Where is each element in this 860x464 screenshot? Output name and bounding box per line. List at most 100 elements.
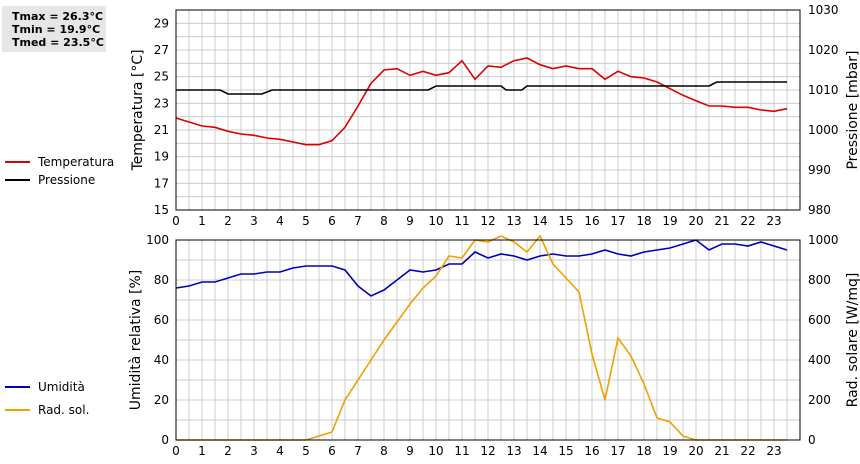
- bottom-xtick-label: 3: [250, 444, 258, 458]
- bottom-xtick-label: 13: [506, 444, 521, 458]
- top-ytick-left-label: 29: [154, 16, 169, 30]
- bottom-series-umidit-: [175, 239, 788, 297]
- bottom-series: [175, 234, 788, 441]
- top-legend-label: Temperatura: [37, 155, 114, 169]
- top-ytick-left-label: 19: [154, 150, 169, 164]
- bottom-plot-frame: [175, 239, 801, 441]
- top-xtick-label: 14: [532, 214, 547, 228]
- bottom-xtick-label: 18: [636, 444, 651, 458]
- top-xtick-label: 19: [662, 214, 677, 228]
- bottom-xtick-label: 17: [610, 444, 625, 458]
- top-xtick-label: 10: [428, 214, 443, 228]
- bottom-ylabel-right: Rad. solare [W/mq]: [845, 273, 860, 408]
- top-xtick-label: 15: [558, 214, 573, 228]
- top-xtick-label: 20: [688, 214, 703, 228]
- bottom-ytick-left-label: 60: [154, 313, 169, 327]
- bottom-xtick-label: 19: [662, 444, 677, 458]
- bottom-legend: Umidità Rad. sol.: [5, 380, 89, 417]
- bottom-xtick-label: 2: [224, 444, 232, 458]
- bottom-ticks: 0 1 2 3 4 5 6 7 8 9 10 11 12 13 14 15 16 17 18 19 20 21 22 2302…: [146, 233, 838, 458]
- top-xtick-label: 3: [250, 214, 258, 228]
- top-xtick-label: 8: [380, 214, 388, 228]
- top-ytick-right-label: 980: [808, 203, 831, 217]
- top-ticks: 0 1 2 3 4 5 6 7 8 9 10 11 12 13 14 15 16 17 18 19 20 21 22 2315…: [154, 3, 839, 228]
- top-ytick-right-label: 1030: [808, 3, 839, 17]
- top-ytick-right-label: 1010: [808, 83, 839, 97]
- bottom-ytick-right-label: 400: [808, 353, 831, 367]
- top-xtick-label: 6: [328, 214, 336, 228]
- bottom-legend-label: Rad. sol.: [38, 403, 89, 417]
- top-xtick-label: 11: [454, 214, 469, 228]
- bottom-xtick-label: 21: [714, 444, 729, 458]
- top-ytick-left-label: 25: [154, 70, 169, 84]
- top-ytick-right-label: 1000: [808, 123, 839, 137]
- bottom-ytick-left-label: 40: [154, 353, 169, 367]
- stat-tmax: Tmax = 26.3°C: [12, 10, 103, 23]
- top-series: [175, 57, 788, 146]
- top-xtick-label: 21: [714, 214, 729, 228]
- bottom-xtick-label: 6: [328, 444, 336, 458]
- bottom-xtick-label: 23: [766, 444, 781, 458]
- bottom-xtick-label: 1: [198, 444, 206, 458]
- stats-box: Tmax = 26.3°C Tmin = 19.9°C Tmed = 23.5°…: [2, 6, 106, 52]
- top-ylabel-right: Pressione [mbar]: [845, 50, 860, 169]
- bottom-ytick-right-label: 600: [808, 313, 831, 327]
- top-xtick-label: 12: [480, 214, 495, 228]
- top-series-pressione: [176, 81, 787, 95]
- bottom-xtick-label: 7: [354, 444, 362, 458]
- top-ytick-left-label: 15: [154, 203, 169, 217]
- bottom-xtick-label: 16: [584, 444, 599, 458]
- top-xtick-label: 17: [610, 214, 625, 228]
- top-ylabel-left: Temperatura [°C]: [130, 49, 146, 171]
- top-xtick-label: 2: [224, 214, 232, 228]
- top-xtick-label: 13: [506, 214, 521, 228]
- temperature-pressure-chart: 0 1 2 3 4 5 6 7 8 9 10 11 12 13 14 15 16 17 18 19 20 21 22 2315…: [5, 3, 860, 228]
- bottom-xtick-label: 20: [688, 444, 703, 458]
- top-xtick-label: 7: [354, 214, 362, 228]
- top-xtick-label: 16: [584, 214, 599, 228]
- bottom-xtick-label: 10: [428, 444, 443, 458]
- bottom-xtick-label: 8: [380, 444, 388, 458]
- top-xtick-label: 18: [636, 214, 651, 228]
- bottom-ytick-right-label: 800: [808, 273, 831, 287]
- stats-box-bg: [2, 6, 106, 52]
- top-xtick-label: 23: [766, 214, 781, 228]
- bottom-ytick-right-label: 0: [808, 433, 816, 447]
- bottom-series-rad-sol-: [176, 234, 787, 441]
- top-ytick-left-label: 23: [154, 96, 169, 110]
- top-xtick-label: 0: [172, 214, 180, 228]
- bottom-xtick-label: 5: [302, 444, 310, 458]
- top-xtick-label: 1: [198, 214, 206, 228]
- bottom-xtick-label: 14: [532, 444, 547, 458]
- bottom-xtick-label: 22: [740, 444, 755, 458]
- bottom-xtick-label: 4: [276, 444, 284, 458]
- bottom-legend-label: Umidità: [38, 380, 85, 394]
- bottom-ytick-right-label: 200: [808, 393, 831, 407]
- bottom-xtick-label: 9: [406, 444, 414, 458]
- bottom-ytick-left-label: 0: [161, 433, 169, 447]
- top-legend: Temperatura Pressione: [5, 155, 114, 187]
- bottom-xtick-label: 0: [172, 444, 180, 458]
- bottom-ytick-left-label: 80: [154, 273, 169, 287]
- bottom-ylabel-left: Umidità relativa [%]: [128, 270, 144, 411]
- top-plot-frame: [175, 9, 801, 211]
- top-xtick-label: 22: [740, 214, 755, 228]
- bottom-xtick-label: 11: [454, 444, 469, 458]
- bottom-xtick-label: 12: [480, 444, 495, 458]
- top-ytick-left-label: 21: [154, 123, 169, 137]
- bottom-ytick-right-label: 1000: [808, 233, 839, 247]
- top-ytick-left-label: 27: [154, 43, 169, 57]
- top-ytick-right-label: 990: [808, 163, 831, 177]
- stat-tmin: Tmin = 19.9°C: [12, 23, 100, 36]
- top-ytick-left-label: 17: [154, 176, 169, 190]
- humidity-solar-chart: 0 1 2 3 4 5 6 7 8 9 10 11 12 13 14 15 16 17 18 19 20 21 22 2302…: [5, 233, 860, 458]
- top-ytick-right-label: 1020: [808, 43, 839, 57]
- top-xtick-label: 9: [406, 214, 414, 228]
- bottom-ytick-left-label: 20: [154, 393, 169, 407]
- top-xtick-label: 5: [302, 214, 310, 228]
- bottom-xtick-label: 15: [558, 444, 573, 458]
- top-series-temperatura: [175, 57, 788, 146]
- bottom-grid: [175, 239, 801, 441]
- stat-tmed: Tmed = 23.5°C: [12, 36, 104, 49]
